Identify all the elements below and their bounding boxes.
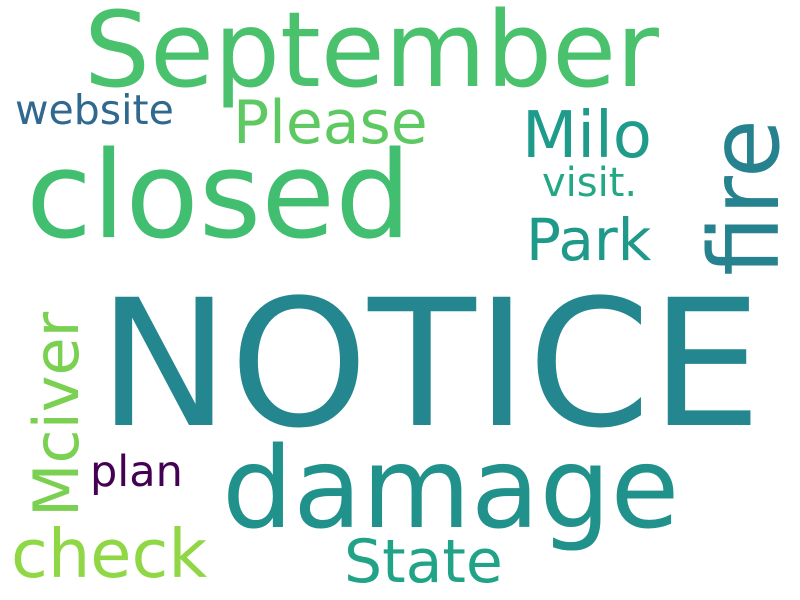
word-damage: damage bbox=[222, 424, 679, 554]
word-milo: Milo bbox=[522, 99, 652, 173]
word-notice: NOTICE bbox=[98, 262, 762, 467]
word-september: September bbox=[84, 0, 659, 111]
word-state: State bbox=[344, 527, 503, 597]
word-mciver: Mciver bbox=[20, 311, 93, 517]
word-fire: fire bbox=[689, 119, 800, 276]
word-closed: closed bbox=[26, 127, 411, 266]
word-please: Please bbox=[233, 88, 428, 158]
word-park: Park bbox=[526, 206, 652, 274]
word-visit: visit. bbox=[542, 160, 637, 206]
word-plan: plan bbox=[90, 447, 183, 497]
word-check: check bbox=[11, 515, 207, 593]
word-website: website bbox=[15, 86, 174, 134]
